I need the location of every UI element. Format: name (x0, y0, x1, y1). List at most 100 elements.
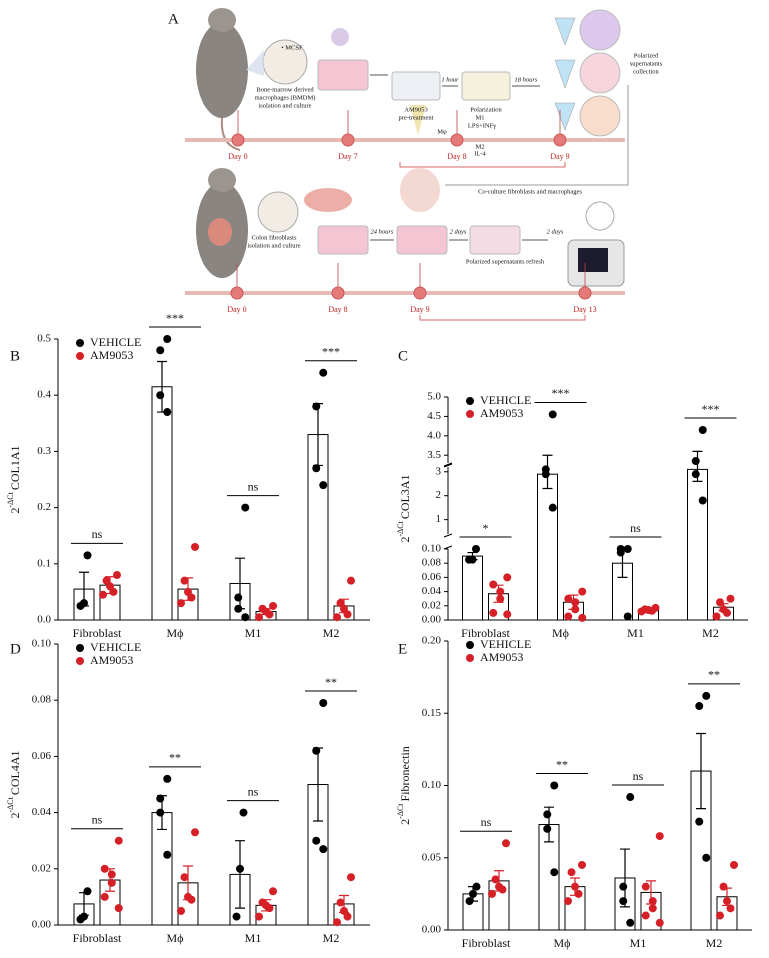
data-point (100, 892, 109, 901)
data-point (177, 906, 185, 915)
error-bar (235, 840, 245, 909)
diagram-label: macrophages (BMDM) (255, 94, 316, 101)
y-tick-label: 0.00 (422, 614, 442, 626)
mouse (196, 22, 248, 118)
data-point (723, 608, 731, 617)
tubes (554, 17, 576, 131)
diagram-label: isolation and culture (247, 242, 300, 249)
bar (687, 468, 708, 621)
day-marker (413, 286, 427, 300)
legend-label: AM9053 (480, 406, 523, 420)
day-marker (231, 133, 245, 147)
data-point (236, 864, 244, 873)
plate (396, 225, 448, 255)
data-point (619, 882, 628, 891)
y-label-sup: -ΔCt (396, 803, 405, 819)
y-tick-label: 0.05 (422, 851, 442, 863)
data-point (574, 889, 583, 898)
significance-label: ns (248, 784, 259, 798)
y-tick-label: 0.0 (37, 614, 51, 626)
legend-marker (76, 339, 84, 347)
significance-label: ** (169, 751, 181, 765)
y-axis-label: 2-ΔCtCOL3A1 (396, 474, 412, 542)
well-view (579, 9, 621, 51)
legend-label: AM9053 (480, 650, 523, 664)
day-label: Day 8 (447, 152, 466, 161)
data-point (319, 368, 328, 377)
y-tick-label: 4.5 (427, 410, 441, 422)
data-point (578, 587, 587, 596)
data-point (641, 882, 650, 891)
significance-label: ** (708, 668, 720, 682)
y-tick-label: 0.10 (422, 543, 442, 555)
data-point (333, 613, 341, 622)
data-point (472, 882, 481, 891)
diagram-label: M1 (475, 114, 484, 121)
plate (461, 71, 511, 101)
data-point (187, 593, 196, 602)
x-tick-label: Mϕ (552, 626, 569, 640)
data-point (567, 868, 576, 877)
day-marker (450, 133, 464, 147)
significance-label: ns (630, 521, 641, 535)
x-tick-label: Fibroblast (462, 936, 511, 950)
data-point (723, 897, 731, 906)
data-point (156, 391, 165, 400)
data-point (163, 408, 172, 417)
y-label-gene: Fibronectin (398, 746, 412, 801)
significance-label: ns (92, 527, 103, 541)
y-tick-label: 3.5 (427, 449, 441, 461)
panel-letter: B (10, 348, 20, 364)
data-point (319, 699, 328, 708)
legend-marker (76, 644, 84, 652)
data-point (571, 882, 579, 891)
data-point (626, 918, 635, 927)
data-point (730, 860, 738, 869)
data-point (343, 912, 352, 921)
data-point (496, 587, 505, 596)
data-point (648, 897, 657, 906)
y-tick-label: 4.0 (427, 429, 441, 441)
data-point (691, 457, 700, 466)
legend-marker (466, 397, 474, 405)
data-point (232, 912, 241, 921)
bar (537, 473, 558, 621)
data-point (265, 610, 274, 619)
data-point (234, 604, 243, 613)
data-point (343, 610, 352, 619)
significance-label: *** (322, 344, 340, 358)
panel-letter: C (398, 348, 408, 364)
significance-label: ns (248, 479, 259, 493)
x-tick-label: Mϕ (167, 931, 184, 945)
data-point (616, 548, 625, 557)
data-point (465, 555, 473, 564)
data-point (187, 895, 196, 904)
well-view (585, 201, 615, 231)
legend-marker (76, 352, 84, 360)
well-view (579, 95, 621, 137)
y-tick-label: 0.00 (32, 919, 52, 931)
data-point (716, 911, 724, 920)
data-point (180, 576, 189, 585)
data-point (319, 845, 328, 854)
y-tick-label: 0.02 (422, 599, 441, 611)
data-point (269, 887, 277, 896)
data-point (648, 606, 656, 615)
data-point (716, 598, 724, 607)
timeline (185, 138, 625, 142)
diagram-label: M2 (475, 143, 484, 150)
y-label-sup: -ΔCt (6, 491, 15, 507)
y-tick-label: 0.10 (422, 779, 442, 791)
device-screen (578, 248, 608, 272)
diagram-label: Bone-marrow derived (256, 86, 314, 93)
data-point (163, 774, 172, 783)
data-point (648, 904, 657, 913)
x-tick-label: Mϕ (554, 936, 571, 950)
data-point (578, 860, 586, 869)
data-point (702, 853, 711, 862)
legend-marker (466, 410, 474, 418)
x-tick-label: M1 (245, 626, 262, 640)
data-point (83, 887, 92, 896)
diagram-label: Co-culture fibroblasts and macrophages (478, 188, 582, 195)
diagram-label: isolation and culture (258, 102, 311, 109)
